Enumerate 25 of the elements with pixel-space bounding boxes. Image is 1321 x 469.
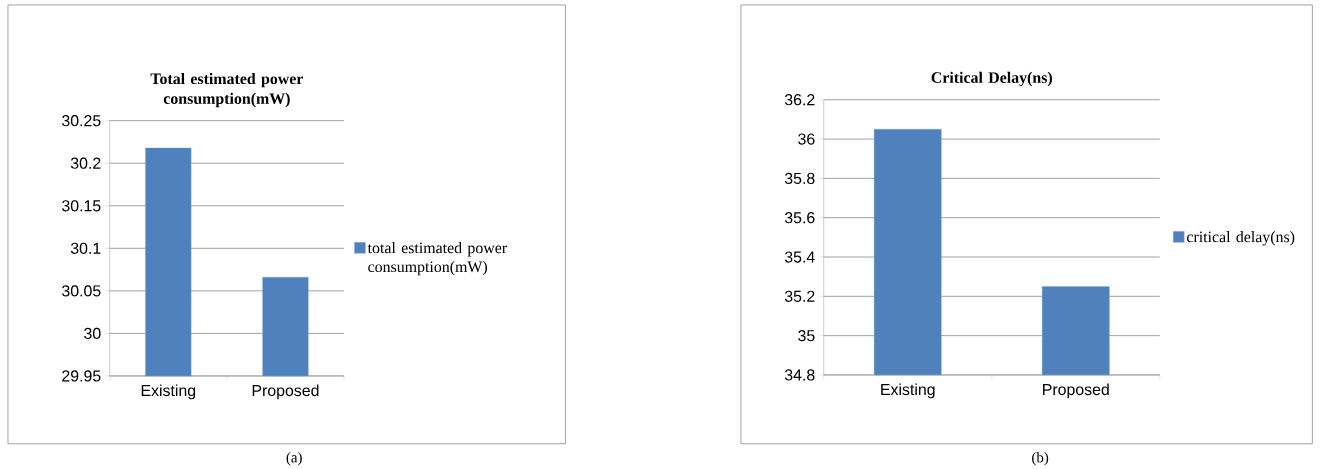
y-tick-label: 35.8 <box>784 172 815 185</box>
y-tick-label: 36 <box>798 133 815 145</box>
x-tick-label: Existing <box>141 384 196 400</box>
y-tick-label: 35.2 <box>784 290 815 303</box>
y-tick-label: 30.25 <box>62 115 101 127</box>
legend-label: critical delay(ns) <box>1187 231 1295 246</box>
y-tick-label: 34.8 <box>784 369 815 381</box>
legend-label: total estimated power consumption(mW) <box>367 242 507 276</box>
y-tick-label: 35.4 <box>784 251 815 263</box>
y-tick-label: 36.2 <box>784 94 815 106</box>
y-tick-label: 30.15 <box>62 200 101 212</box>
y-tick-label: 30.1 <box>70 242 101 255</box>
y-tick-label: 29.95 <box>62 370 101 382</box>
y-tick-label: 30 <box>84 327 101 340</box>
x-tick-label: Proposed <box>252 384 319 400</box>
y-tick-label: 30.05 <box>62 285 101 297</box>
y-tick-label: 30.2 <box>70 157 101 169</box>
text: (b) <box>1032 452 1049 466</box>
x-tick-label: Proposed <box>1043 383 1109 399</box>
y-tick-label: 35 <box>798 330 815 342</box>
x-tick-label: Existing <box>881 383 935 399</box>
chart-title: Critical Delay(ns) <box>931 71 1052 87</box>
chart-title: Total estimated power consumption(mW) <box>150 73 304 108</box>
text: (a) <box>286 452 302 466</box>
y-tick-label: 35.6 <box>784 212 815 224</box>
